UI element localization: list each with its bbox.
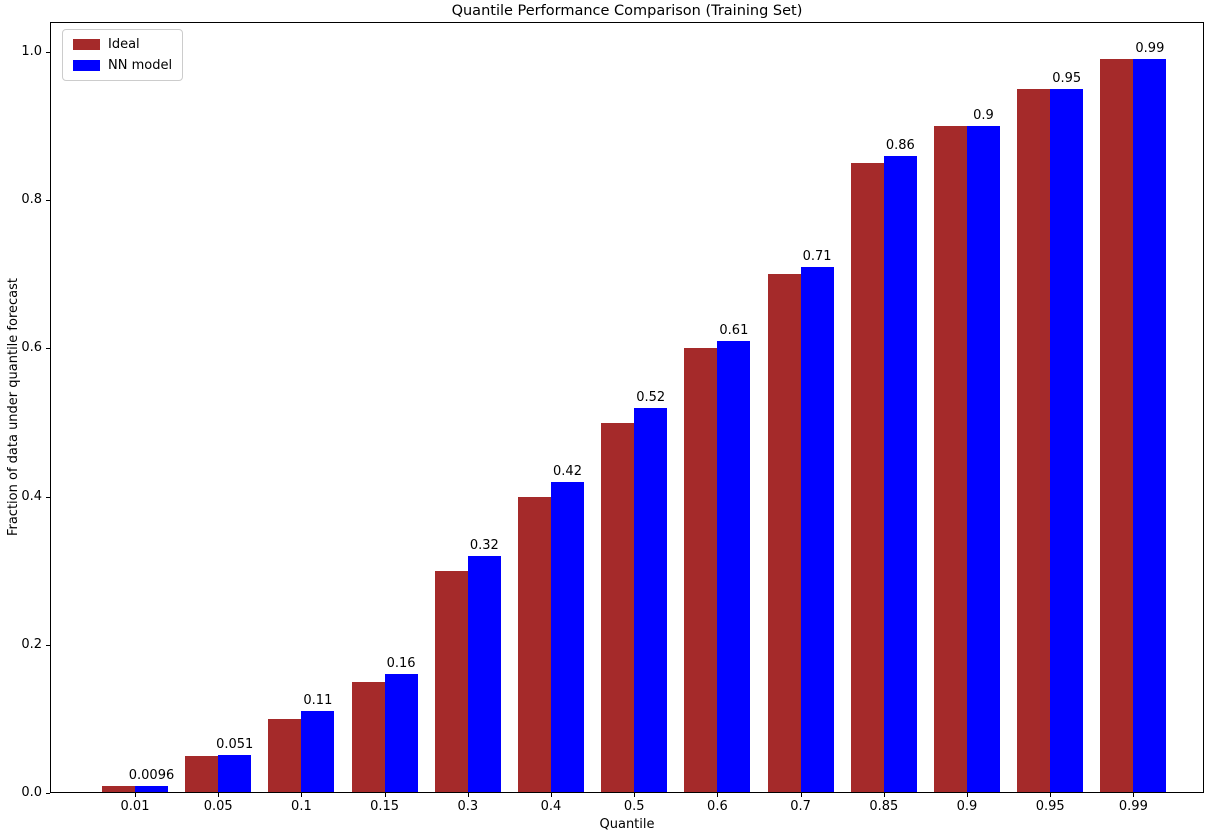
y-tick-label: 0.2 <box>21 636 42 652</box>
bar-nn-model <box>467 555 501 793</box>
y-tick-mark <box>46 52 50 53</box>
x-tick-mark <box>467 793 469 797</box>
x-tick-label: 0.6 <box>707 799 728 814</box>
x-tick-label: 0.5 <box>623 799 645 814</box>
bar-ideal <box>767 274 801 793</box>
bar-nn-model <box>551 481 584 793</box>
bar-value-label: 0.42 <box>553 463 582 479</box>
legend: Ideal NN model <box>62 29 184 81</box>
bar-nn-model <box>883 155 917 793</box>
x-tick-mark <box>1050 793 1052 797</box>
x-tick-mark <box>717 793 719 797</box>
y-axis-label: Fraction of data under quantile forecast <box>5 278 21 537</box>
bar-nn-model <box>634 407 668 793</box>
bar-nn-model <box>135 785 168 793</box>
x-tick-mark <box>883 793 885 797</box>
bar-nn-model <box>218 755 252 793</box>
x-tick-label: 0.3 <box>457 799 479 814</box>
bar-ideal <box>1100 59 1134 793</box>
x-tick-label: 0.01 <box>120 799 150 814</box>
x-tick-label: 0.1 <box>291 799 312 814</box>
bar-ideal <box>934 126 967 793</box>
x-tick-mark <box>301 793 303 797</box>
y-tick-mark <box>46 644 50 646</box>
chart-title: Quantile Performance Comparison (Trainin… <box>451 3 803 19</box>
y-tick-label: 0.8 <box>21 192 42 208</box>
x-tick-mark <box>551 793 552 797</box>
bar-value-label: 0.52 <box>636 389 666 405</box>
legend-label-nn-model: NN model <box>108 58 173 73</box>
bar-nn-model <box>384 674 418 793</box>
x-tick-mark <box>135 793 136 797</box>
y-tick-label: 0.4 <box>21 488 42 504</box>
x-tick-mark <box>218 793 220 797</box>
bar-ideal <box>102 785 135 793</box>
x-tick-label: 0.85 <box>869 799 899 814</box>
x-tick-label: 0.95 <box>1035 799 1065 814</box>
bar-nn-model <box>1050 89 1084 793</box>
legend-item-ideal: Ideal <box>73 37 172 52</box>
bar-value-label: 0.99 <box>1135 41 1165 57</box>
y-tick-mark <box>46 496 50 498</box>
x-tick-mark <box>800 793 802 797</box>
y-tick-mark <box>46 200 50 202</box>
bar-nn-model <box>800 266 834 793</box>
bar-value-label: 0.9 <box>973 108 994 124</box>
bar-nn-model <box>717 340 751 793</box>
x-tick-label: 0.05 <box>203 799 233 814</box>
bar-ideal <box>601 422 635 793</box>
bar-ideal <box>850 163 884 793</box>
y-tick-label: 0.6 <box>21 340 42 356</box>
x-tick-mark <box>967 793 968 797</box>
bar-nn-model <box>1133 59 1167 793</box>
x-tick-label: 0.4 <box>540 799 562 814</box>
bar-value-label: 0.32 <box>469 537 499 553</box>
bar-ideal <box>518 496 551 793</box>
bar-ideal <box>185 755 219 793</box>
bar-value-label: 0.11 <box>303 693 333 709</box>
x-tick-mark <box>1133 793 1135 797</box>
bar-value-label: 0.71 <box>802 248 832 264</box>
bar-value-label: 0.0096 <box>128 767 175 783</box>
bar-value-label: 0.86 <box>885 137 915 153</box>
bar-value-label: 0.16 <box>386 656 416 672</box>
x-tick-mark <box>634 793 636 797</box>
bar-ideal <box>1017 89 1051 793</box>
bar-value-label: 0.61 <box>719 322 749 338</box>
bar-nn-model <box>301 711 335 793</box>
bar-nn-model <box>967 126 1000 793</box>
legend-label-ideal: Ideal <box>108 37 140 52</box>
bar-ideal <box>434 570 468 793</box>
bar-ideal <box>684 348 718 793</box>
y-tick-mark <box>46 793 50 794</box>
x-tick-mark <box>384 793 386 797</box>
y-axis-label-wrap: Fraction of data under quantile forecast <box>4 22 22 793</box>
bar-value-label: 0.051 <box>216 737 254 753</box>
bar-value-label: 0.95 <box>1052 71 1082 87</box>
legend-item-nn-model: NN model <box>73 58 172 73</box>
legend-swatch-ideal <box>73 39 100 50</box>
y-tick-label: 1.0 <box>21 44 42 59</box>
y-tick-mark <box>46 348 50 350</box>
y-tick-label: 0.0 <box>21 785 42 800</box>
bar-ideal <box>268 718 302 793</box>
bar-ideal <box>351 681 385 793</box>
legend-swatch-nn-model <box>73 60 100 71</box>
x-tick-label: 0.15 <box>370 799 400 814</box>
x-tick-label: 0.7 <box>790 799 811 814</box>
x-tick-label: 0.9 <box>956 799 978 814</box>
x-tick-label: 0.99 <box>1118 799 1148 814</box>
x-axis-label: Quantile <box>599 817 655 832</box>
